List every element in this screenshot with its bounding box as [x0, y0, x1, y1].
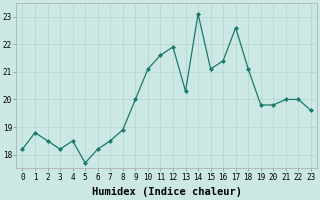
X-axis label: Humidex (Indice chaleur): Humidex (Indice chaleur): [92, 187, 242, 197]
